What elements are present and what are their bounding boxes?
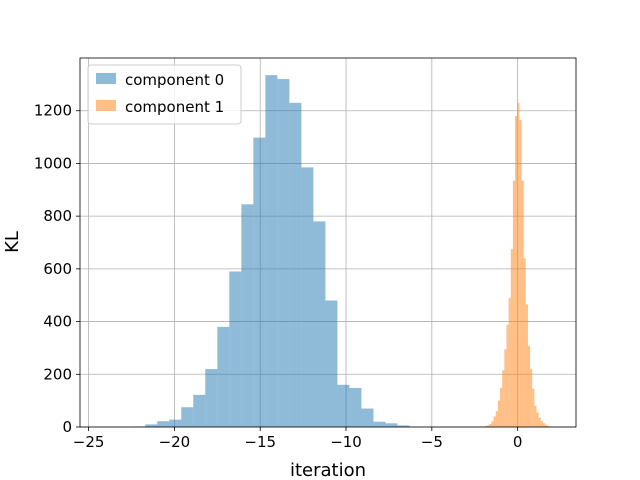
histogram-bar-component-1 [510, 249, 513, 427]
histogram-bar-component-1 [495, 411, 498, 427]
histogram-bar-component-1 [547, 425, 550, 427]
legend: component 0 component 1 [87, 64, 242, 125]
x-tick-label: −15 [244, 433, 276, 451]
histogram-bar-component-1 [530, 369, 533, 427]
legend-label-component-0: component 0 [125, 71, 224, 89]
legend-swatch-component-1 [96, 100, 116, 111]
x-tick-label: 0 [513, 433, 523, 451]
histogram-bar-component-0 [313, 221, 326, 427]
histogram-bar-component-0 [385, 423, 398, 427]
histogram-bar-component-1 [502, 370, 505, 427]
histogram-bar-component-1 [506, 324, 509, 427]
histogram-bar-component-0 [205, 369, 218, 427]
histogram-bar-component-1 [536, 412, 539, 427]
histogram-bar-component-1 [493, 416, 496, 427]
histogram-bar-component-0 [289, 102, 302, 428]
y-tick-label: 1200 [34, 102, 72, 120]
y-tick-label: 1000 [34, 154, 72, 172]
y-tick-label: 200 [43, 365, 72, 383]
histogram-bar-component-0 [181, 407, 194, 427]
y-tick-label: 600 [43, 260, 72, 278]
plot-frame [79, 57, 577, 428]
histogram-bar-component-0 [157, 421, 170, 427]
histogram-bar-component-0 [241, 204, 254, 427]
histogram-bar-component-1 [523, 258, 526, 427]
axis-ticks: −25 −20 −15 −10 −5 0 0 200 400 600 800 1000 1200 [34, 102, 523, 451]
histogram-bar-component-1 [527, 345, 531, 427]
legend-swatch-component-0 [96, 73, 116, 84]
histogram-bar-component-1 [517, 102, 520, 428]
histogram-bar-component-1 [508, 297, 511, 427]
histogram-bar-component-0 [217, 326, 230, 427]
histogram-bar-component-0 [193, 394, 206, 427]
histogram-bar-component-0 [229, 271, 242, 427]
histogram-bar-component-1 [497, 400, 501, 427]
y-tick-label: 0 [62, 418, 72, 436]
y-axis-label: KL [2, 231, 23, 253]
histogram-bar-component-1 [542, 423, 546, 427]
histogram-bar-component-0 [337, 384, 350, 427]
histogram-bar-component-0 [397, 425, 410, 427]
histogram-bar-component-0 [169, 419, 182, 427]
histogram-bar-component-0 [373, 421, 386, 427]
histogram-bar-component-0 [277, 79, 290, 427]
histogram-bar-component-1 [540, 421, 543, 427]
histogram-bar-component-0 [301, 167, 314, 427]
y-tick-label: 800 [43, 207, 72, 225]
histogram-bar-component-1 [532, 388, 535, 427]
histogram-bar-component-1 [519, 119, 522, 428]
histogram-bar-component-1 [525, 304, 528, 427]
histogram-bar-component-1 [515, 115, 518, 427]
x-axis-label: iteration [290, 460, 366, 480]
histogram-bars [133, 75, 552, 428]
histogram-bar-component-0 [361, 408, 374, 427]
histogram-bar-component-1 [487, 425, 490, 427]
y-tick-label: 400 [43, 313, 72, 331]
histogram-bar-component-1 [489, 423, 492, 427]
histogram-bar-component-0 [349, 387, 362, 427]
histogram-bar-component-1 [538, 417, 541, 427]
histogram-bar-component-1 [485, 425, 488, 427]
x-tick-label: −5 [421, 433, 443, 451]
histogram-bar-component-1 [500, 387, 503, 427]
histogram-bar-component-1 [491, 421, 494, 427]
histogram-bar-component-1 [512, 180, 516, 427]
histogram-bar-component-0 [253, 137, 266, 427]
x-tick-label: −10 [330, 433, 362, 451]
histogram-bar-component-1 [534, 405, 537, 427]
histogram-bar-component-1 [504, 349, 507, 427]
histogram-bar-component-0 [145, 424, 158, 427]
histogram-bar-component-0 [265, 75, 278, 427]
histogram-bar-component-0 [325, 300, 338, 427]
legend-box [87, 64, 242, 125]
legend-label-component-1: component 1 [125, 98, 224, 116]
x-tick-label: −25 [73, 433, 105, 451]
histogram-bar-component-1 [545, 424, 548, 427]
x-tick-label: −20 [159, 433, 191, 451]
histogram-bar-component-1 [521, 180, 524, 427]
